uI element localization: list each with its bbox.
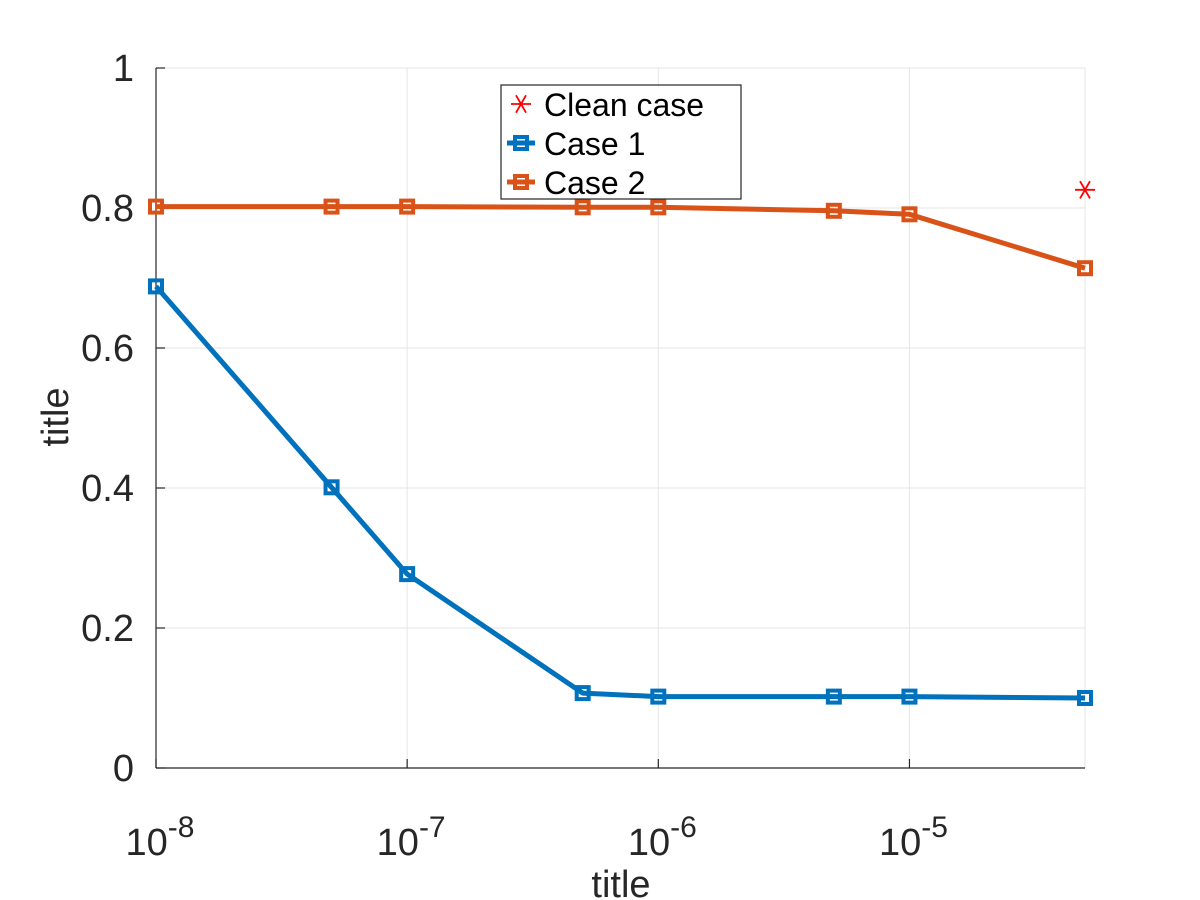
legend-label-clean-case: Clean case <box>544 87 704 123</box>
x-axis-label: title <box>591 864 650 900</box>
data-point <box>399 566 416 583</box>
y-tick-label: 0.4 <box>81 468 134 510</box>
data-point <box>901 206 918 223</box>
data-point <box>901 688 918 705</box>
series-case-2 <box>148 198 1093 277</box>
y-tick-label: 0.2 <box>81 608 134 650</box>
legend-marker-case-1 <box>513 135 529 151</box>
series-line-case-1 <box>154 284 1086 701</box>
data-point <box>148 198 164 215</box>
legend-label-case-1: Case 1 <box>544 126 645 162</box>
y-tick-label: 0.6 <box>81 328 134 370</box>
data-point <box>1077 690 1093 706</box>
series-case-1 <box>148 278 1093 706</box>
series-clean-case <box>1075 180 1095 199</box>
x-tick-label: 10-5 <box>879 811 948 864</box>
series <box>148 180 1095 706</box>
y-axis-label: title <box>35 387 77 446</box>
legend-marker-case-2 <box>513 174 529 190</box>
data-point <box>323 479 340 496</box>
legend-marker-clean-case <box>511 94 531 114</box>
data-point <box>574 199 591 216</box>
data-point <box>1077 260 1093 277</box>
data-point <box>1075 180 1095 199</box>
x-tick-label: 10-7 <box>377 811 446 864</box>
y-tick-label: 1 <box>113 48 134 90</box>
data-point <box>399 198 416 215</box>
axes <box>155 67 1085 769</box>
data-point <box>323 198 340 215</box>
data-point <box>148 278 164 295</box>
x-tick-label: 10-8 <box>126 811 195 864</box>
legend-box <box>500 84 742 200</box>
x-tick-label: 10-6 <box>628 811 697 864</box>
data-point <box>574 685 591 702</box>
y-tick-label: 0.8 <box>81 188 134 230</box>
tick-labels: 0 0.2 0.4 0.6 0.8 1 10-8 10-7 10-6 10-5 <box>81 48 948 864</box>
y-tick-label: 0 <box>113 748 134 790</box>
data-point <box>650 199 667 216</box>
data-point <box>650 688 667 705</box>
series-line-case-2 <box>156 204 1086 271</box>
data-point <box>825 202 842 219</box>
legend-label-case-2: Case 2 <box>544 165 645 201</box>
data-point <box>825 688 842 705</box>
